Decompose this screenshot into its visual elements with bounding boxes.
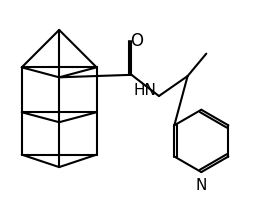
Text: O: O: [131, 32, 143, 50]
Text: HN: HN: [133, 83, 156, 98]
Text: N: N: [196, 178, 207, 192]
